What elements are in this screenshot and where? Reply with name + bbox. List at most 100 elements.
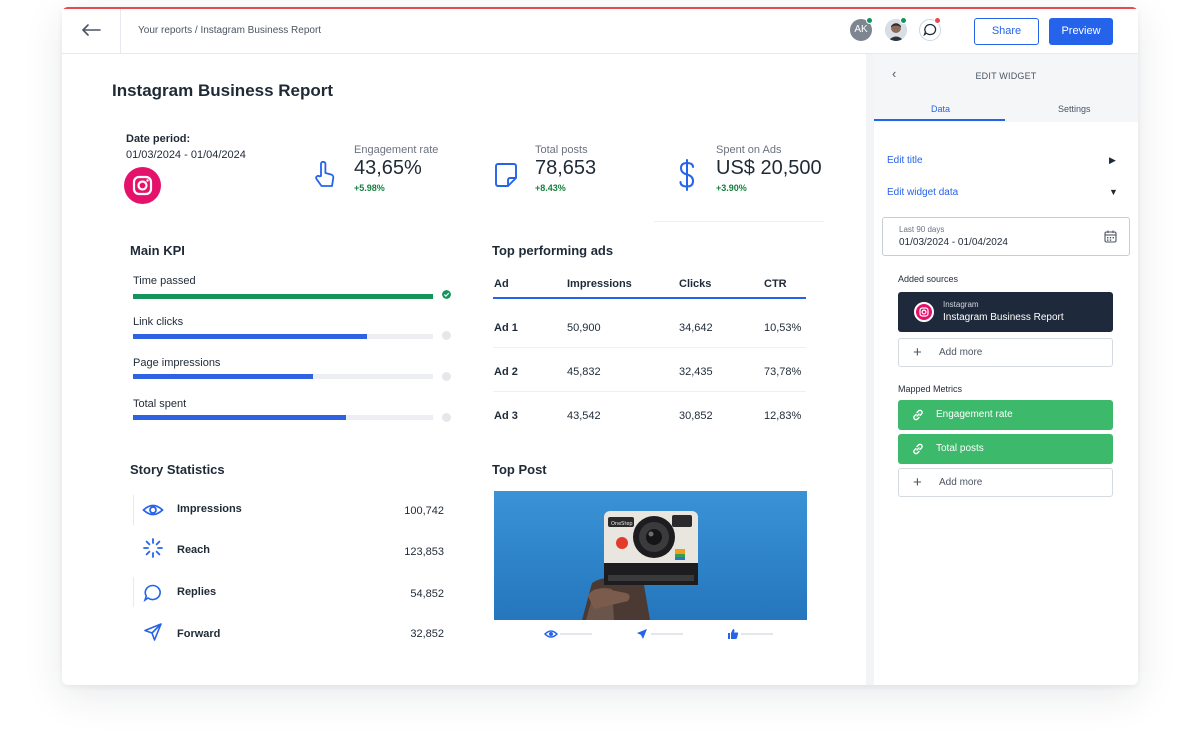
instagram-icon [914, 302, 934, 322]
row-divider [493, 347, 806, 348]
user-photo-icon [885, 19, 907, 41]
story-stat-value: 100,742 [404, 505, 444, 517]
edit-widget-data-link[interactable]: Edit widget data [887, 187, 959, 198]
add-metric-button[interactable]: + Add more [898, 468, 1113, 497]
caret-down-icon[interactable]: ▼ [1109, 187, 1118, 197]
stat-value: 43,65% [354, 157, 422, 179]
instagram-icon [132, 175, 153, 196]
stat-spent-on-ads[interactable]: Spent on Ads US$ 20,500 +3.90% [716, 144, 822, 193]
table-cell: 45,832 [567, 366, 601, 378]
kpi-progress-bar [133, 294, 433, 299]
link-icon [913, 409, 923, 421]
table-cell: 34,642 [679, 322, 713, 334]
chat-bubble-icon [143, 584, 161, 602]
table-cell: 73,78% [764, 366, 802, 378]
story-stat-value: 32,852 [410, 628, 444, 640]
story-statistics-title[interactable]: Story Statistics [130, 462, 225, 477]
table-cell: 12,83% [764, 410, 802, 422]
divider [133, 577, 134, 607]
active-tab-indicator [874, 119, 1005, 121]
notification-dot [934, 17, 941, 24]
top-bar: Your reports / Instagram Business Report… [62, 9, 1138, 54]
edit-title-link[interactable]: Edit title [887, 155, 923, 166]
top-ads-title[interactable]: Top performing ads [492, 243, 614, 258]
column-header[interactable]: Impressions [567, 278, 632, 290]
date-range-value: 01/03/2024 - 01/04/2024 [899, 237, 1008, 248]
shares-bar [651, 633, 683, 635]
pending-dot-icon [442, 372, 451, 381]
stat-value: US$ 20,500 [716, 157, 822, 179]
online-status-dot [866, 17, 873, 24]
tab-settings[interactable]: Settings [1058, 104, 1091, 114]
column-header[interactable]: Ad [494, 278, 509, 290]
breadcrumb[interactable]: Your reports / Instagram Business Report [138, 25, 322, 36]
story-stat-label: Forward [177, 628, 221, 640]
edit-widget-panel: ‹ EDIT WIDGET Data Settings Edit title ▶… [866, 54, 1138, 685]
dollar-icon [679, 159, 695, 191]
date-range-label: Last 90 days [899, 225, 945, 234]
plus-icon: + [913, 474, 922, 491]
calendar-icon[interactable] [1104, 230, 1117, 243]
preview-button[interactable]: Preview [1049, 18, 1113, 45]
sticky-note-icon [495, 163, 517, 187]
divider [654, 221, 824, 222]
stat-value: 78,653 [535, 157, 597, 179]
likes-bar [741, 633, 773, 635]
kpi-progress-bar [133, 334, 433, 339]
send-icon [637, 629, 647, 639]
table-header-underline [493, 297, 806, 299]
share-button[interactable]: Share [974, 18, 1039, 45]
story-stat-value: 54,852 [410, 588, 444, 600]
back-arrow-icon[interactable] [80, 21, 102, 39]
table-cell: Ad 3 [494, 410, 518, 422]
stat-label: Engagement rate [354, 144, 439, 156]
stat-change: +3.90% [716, 183, 747, 193]
eye-icon [142, 504, 164, 516]
avatar[interactable]: AK [850, 19, 872, 41]
kpi-progress-bar [133, 415, 433, 420]
link-icon [913, 443, 923, 455]
panel-header: ‹ EDIT WIDGET Data Settings [874, 54, 1138, 122]
stat-label: Total posts [535, 144, 588, 156]
main-kpi-title[interactable]: Main KPI [130, 243, 185, 258]
table-cell: 43,542 [567, 410, 601, 422]
comments-button[interactable] [919, 19, 941, 41]
stat-total-posts[interactable]: Total posts 78,653 +8.43% [535, 144, 596, 193]
date-range-picker[interactable]: Last 90 days 01/03/2024 - 01/04/2024 [882, 217, 1130, 256]
kpi-progress-bar [133, 374, 433, 379]
kpi-progress-fill [133, 415, 346, 420]
add-source-button[interactable]: + Add more [898, 338, 1113, 367]
date-period-value: 01/03/2024 - 01/04/2024 [126, 149, 246, 161]
pointer-hand-icon [315, 160, 335, 187]
table-cell: Ad 2 [494, 366, 518, 378]
source-card[interactable]: Instagram Instagram Business Report [898, 292, 1113, 332]
chat-bubble-icon [923, 23, 937, 37]
caret-right-icon[interactable]: ▶ [1109, 155, 1116, 165]
table-cell: 30,852 [679, 410, 713, 422]
top-post-image[interactable]: OneStep [494, 491, 807, 620]
online-status-dot [900, 17, 907, 24]
thumbs-up-icon [728, 629, 739, 639]
stat-change: +8.43% [535, 183, 566, 193]
polaroid-camera-photo: OneStep [494, 491, 807, 620]
add-more-label: Add more [939, 347, 983, 358]
chevron-left-icon[interactable]: ‹ [892, 66, 897, 81]
plus-icon: + [913, 344, 922, 361]
story-stat-label: Impressions [177, 503, 242, 515]
story-stat-label: Replies [177, 586, 217, 598]
table-cell: Ad 1 [494, 322, 518, 334]
top-post-title[interactable]: Top Post [492, 462, 547, 477]
column-header[interactable]: CTR [764, 278, 787, 290]
loader-icon [143, 538, 163, 558]
avatar-photo[interactable] [885, 19, 907, 41]
mapped-metric-engagement-rate[interactable]: Engagement rate [898, 400, 1113, 430]
panel-title: EDIT WIDGET [975, 71, 1037, 81]
tab-data[interactable]: Data [931, 104, 951, 114]
column-header[interactable]: Clicks [679, 278, 712, 290]
mapped-metric-total-posts[interactable]: Total posts [898, 434, 1113, 464]
report-title[interactable]: Instagram Business Report [112, 81, 334, 100]
kpi-label: Time passed [133, 275, 196, 287]
stat-engagement-rate[interactable]: Engagement rate 43,65% +5.98% [354, 144, 438, 193]
row-divider [493, 391, 806, 392]
metric-label: Engagement rate [936, 409, 1013, 420]
